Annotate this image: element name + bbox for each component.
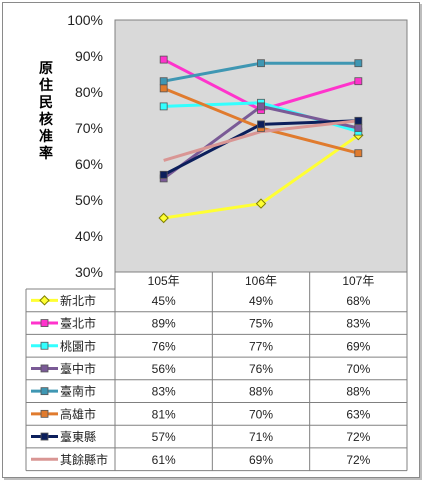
data-point-marker xyxy=(158,212,169,224)
table-value-cell: 81% xyxy=(152,407,176,421)
table-value-cell: 69% xyxy=(346,339,370,353)
x-category-label: 105年 xyxy=(148,274,180,288)
plot-area xyxy=(114,19,408,273)
table-value-cell: 77% xyxy=(249,339,273,353)
data-point-marker xyxy=(354,149,363,158)
table-value-cell: 76% xyxy=(249,362,273,376)
legend-series-name: 臺東縣 xyxy=(60,429,96,444)
data-point-marker xyxy=(255,198,267,209)
legend-series-name: 臺中市 xyxy=(60,361,96,376)
table-value-cell: 70% xyxy=(249,407,273,421)
data-point-marker xyxy=(40,432,49,441)
data-point-marker xyxy=(159,170,168,179)
y-tick-label: 60% xyxy=(75,156,103,172)
data-point-marker xyxy=(354,116,363,125)
data-point-marker xyxy=(39,295,50,306)
x-category-label: 107年 xyxy=(342,274,374,288)
legend-series-name: 高雄市 xyxy=(60,406,96,421)
series-markers xyxy=(158,55,364,224)
table-value-cell: 83% xyxy=(346,317,370,331)
y-axis-ticks: 30% 40% 50% 60% 70% 80% 90% 100% xyxy=(67,12,103,280)
table-value-cell: 45% xyxy=(152,294,176,308)
table-value-cell: 69% xyxy=(249,453,273,467)
data-point-marker xyxy=(159,55,168,64)
data-point-marker xyxy=(40,319,49,327)
data-point-marker xyxy=(40,364,49,373)
y-tick-label: 100% xyxy=(67,12,103,28)
data-point-marker xyxy=(40,341,49,350)
table-value-cell: 63% xyxy=(346,407,370,421)
y-axis-label-char: 核 xyxy=(39,111,53,127)
table-value-cell: 88% xyxy=(249,385,273,399)
table-value-cell: 70% xyxy=(346,362,370,376)
data-point-marker xyxy=(159,84,168,93)
data-point-marker xyxy=(354,77,363,86)
y-tick-label: 90% xyxy=(75,48,103,64)
x-category-label: 106年 xyxy=(245,274,277,288)
table-value-cell: 56% xyxy=(152,362,176,376)
data-point-marker xyxy=(354,59,363,68)
legend-series-name: 臺南市 xyxy=(60,384,96,399)
table-value-cell: 61% xyxy=(152,453,176,467)
legend-series-name: 其餘縣市 xyxy=(60,452,108,467)
table-value-cell: 89% xyxy=(152,317,176,331)
table-value-cell: 57% xyxy=(152,430,176,444)
table-value-cell: 75% xyxy=(249,317,273,331)
data-point-marker xyxy=(40,409,49,418)
y-axis-label-char: 住 xyxy=(39,77,53,93)
data-point-marker xyxy=(159,77,168,86)
y-axis-label-char: 原 xyxy=(39,60,53,76)
table-value-cell: 76% xyxy=(152,339,176,353)
data-point-marker xyxy=(354,124,363,132)
y-axis-label-char: 率 xyxy=(39,145,53,161)
legend-series-name: 桃園市 xyxy=(60,338,96,353)
y-tick-label: 50% xyxy=(75,192,103,208)
data-point-marker xyxy=(257,102,265,111)
data-point-marker xyxy=(40,387,49,396)
y-tick-label: 70% xyxy=(75,120,103,136)
table-value-cell: 88% xyxy=(346,385,370,399)
y-axis-label-char: 民 xyxy=(39,94,53,110)
table-value-cell: 49% xyxy=(249,294,273,308)
data-point-marker xyxy=(257,59,265,68)
data-point-marker xyxy=(159,102,168,111)
data-point-marker xyxy=(257,120,265,129)
table-value-cell: 83% xyxy=(152,385,176,399)
y-tick-label: 40% xyxy=(75,228,103,244)
legend-series-name: 臺北市 xyxy=(60,316,96,331)
table-value-cell: 68% xyxy=(346,294,370,308)
table-value-cell: 71% xyxy=(249,430,273,444)
legend-series-name: 新北市 xyxy=(60,293,96,308)
table-value-cell: 72% xyxy=(346,430,370,444)
y-tick-label: 30% xyxy=(75,264,103,280)
y-axis-label-char: 准 xyxy=(39,128,53,144)
table-value-cell: 72% xyxy=(346,453,370,467)
y-tick-label: 80% xyxy=(75,84,103,100)
